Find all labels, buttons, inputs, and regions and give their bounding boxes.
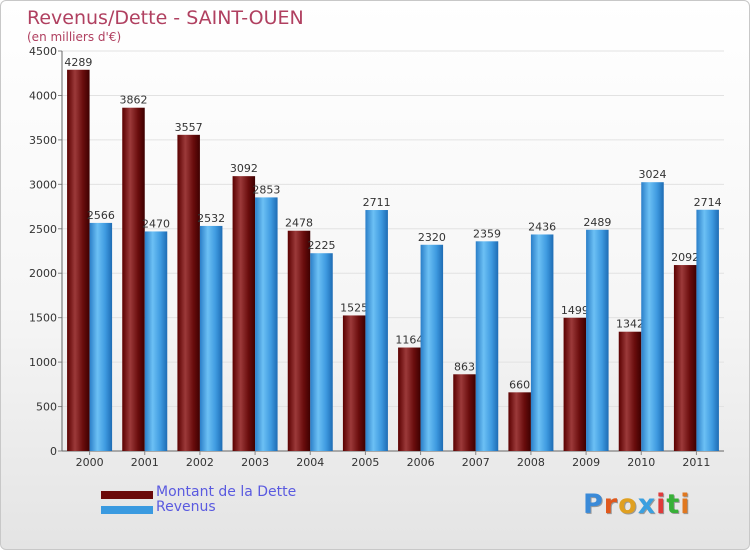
data-label-revenus: 2436 [528,220,556,233]
legend-label-revenus: Revenus [156,499,216,515]
bar-revenus [365,210,388,451]
x-tick-label: 2009 [572,456,600,469]
legend-swatch-revenus [101,506,153,514]
y-tick-label: 2500 [29,223,57,236]
data-label-dette: 3092 [230,162,258,175]
logo-letter: t [666,489,681,520]
legend-swatch-dette [101,491,153,499]
bar-revenus [530,234,554,451]
data-label-revenus: 2225 [308,239,336,252]
x-tick-label: 2000 [76,456,104,469]
y-tick-label: 1500 [29,312,57,325]
chart-subtitle: (en milliers d'€) [27,30,122,44]
bar-revenus [696,209,719,451]
x-tick-label: 2002 [186,456,214,469]
x-tick-label: 2008 [517,456,545,469]
x-tick-label: 2004 [296,456,324,469]
data-label-dette: 4289 [64,56,92,69]
x-tick-label: 2006 [407,456,435,469]
data-label-dette: 1164 [395,334,423,347]
data-label-revenus: 2489 [583,216,611,229]
logo-letter: i [656,489,667,520]
legend-label-dette: Montant de la Dette [156,484,297,500]
bar-dette [232,176,256,451]
x-tick-label: 2003 [241,456,269,469]
data-label-revenus: 3024 [639,168,667,181]
bar-revenus [586,229,609,451]
data-label-revenus: 2714 [694,196,722,209]
logo-letter: P [583,489,604,520]
data-label-dette: 1499 [561,304,589,317]
bar-dette [618,331,642,451]
y-tick-label: 1000 [29,356,57,369]
data-label-dette: 2092 [671,251,699,264]
data-label-revenus: 2320 [418,231,446,244]
bar-revenus [310,253,333,451]
x-tick-label: 2001 [131,456,159,469]
data-label-revenus: 2853 [252,183,280,196]
bar-dette [563,317,587,451]
proxiti-logo[interactable]: Proxiti [583,489,691,520]
bar-dette [122,107,145,451]
logo-letter: x [637,489,657,520]
logo-letter: i [680,489,691,520]
bar-dette [177,134,200,452]
data-label-dette: 1342 [616,318,644,331]
logo-letter: o [618,489,638,520]
bar-revenus [255,197,278,451]
data-label-revenus: 2711 [363,196,391,209]
x-tick-label: 2005 [351,456,379,469]
data-label-revenus: 2359 [473,227,501,240]
bar-dette [342,315,366,451]
bar-revenus [89,222,113,451]
bar-dette [67,69,90,451]
data-label-revenus: 2470 [142,217,170,230]
bar-dette [508,392,531,451]
x-tick-label: 2007 [462,456,490,469]
bar-revenus [199,225,223,451]
data-label-revenus: 2566 [87,209,115,222]
y-tick-label: 3500 [29,134,57,147]
bar-dette [398,347,421,451]
bar-dette [673,265,697,451]
data-label-dette: 1525 [340,301,368,314]
data-label-revenus: 2532 [197,212,225,225]
logo-letter: r [603,489,619,520]
y-tick-label: 2000 [29,267,57,280]
data-label-dette: 2478 [285,217,313,230]
bar-revenus [420,244,444,451]
y-tick-label: 3000 [29,178,57,191]
bar-revenus [641,182,664,451]
bar-dette [287,230,311,451]
y-tick-label: 4500 [29,45,57,58]
y-tick-label: 4000 [29,89,57,102]
x-tick-label: 2010 [627,456,655,469]
y-tick-label: 500 [36,401,57,414]
bar-revenus [475,241,499,451]
data-label-dette: 3557 [175,121,203,134]
data-label-dette: 3862 [120,94,148,107]
bar-revenus [144,231,168,451]
data-label-dette: 660 [509,378,530,391]
x-tick-label: 2011 [682,456,710,469]
data-label-dette: 863 [454,360,475,373]
bar-dette [453,374,476,451]
y-tick-label: 0 [50,445,57,458]
chart-title: Revenus/Dette - SAINT-OUEN [27,7,304,29]
